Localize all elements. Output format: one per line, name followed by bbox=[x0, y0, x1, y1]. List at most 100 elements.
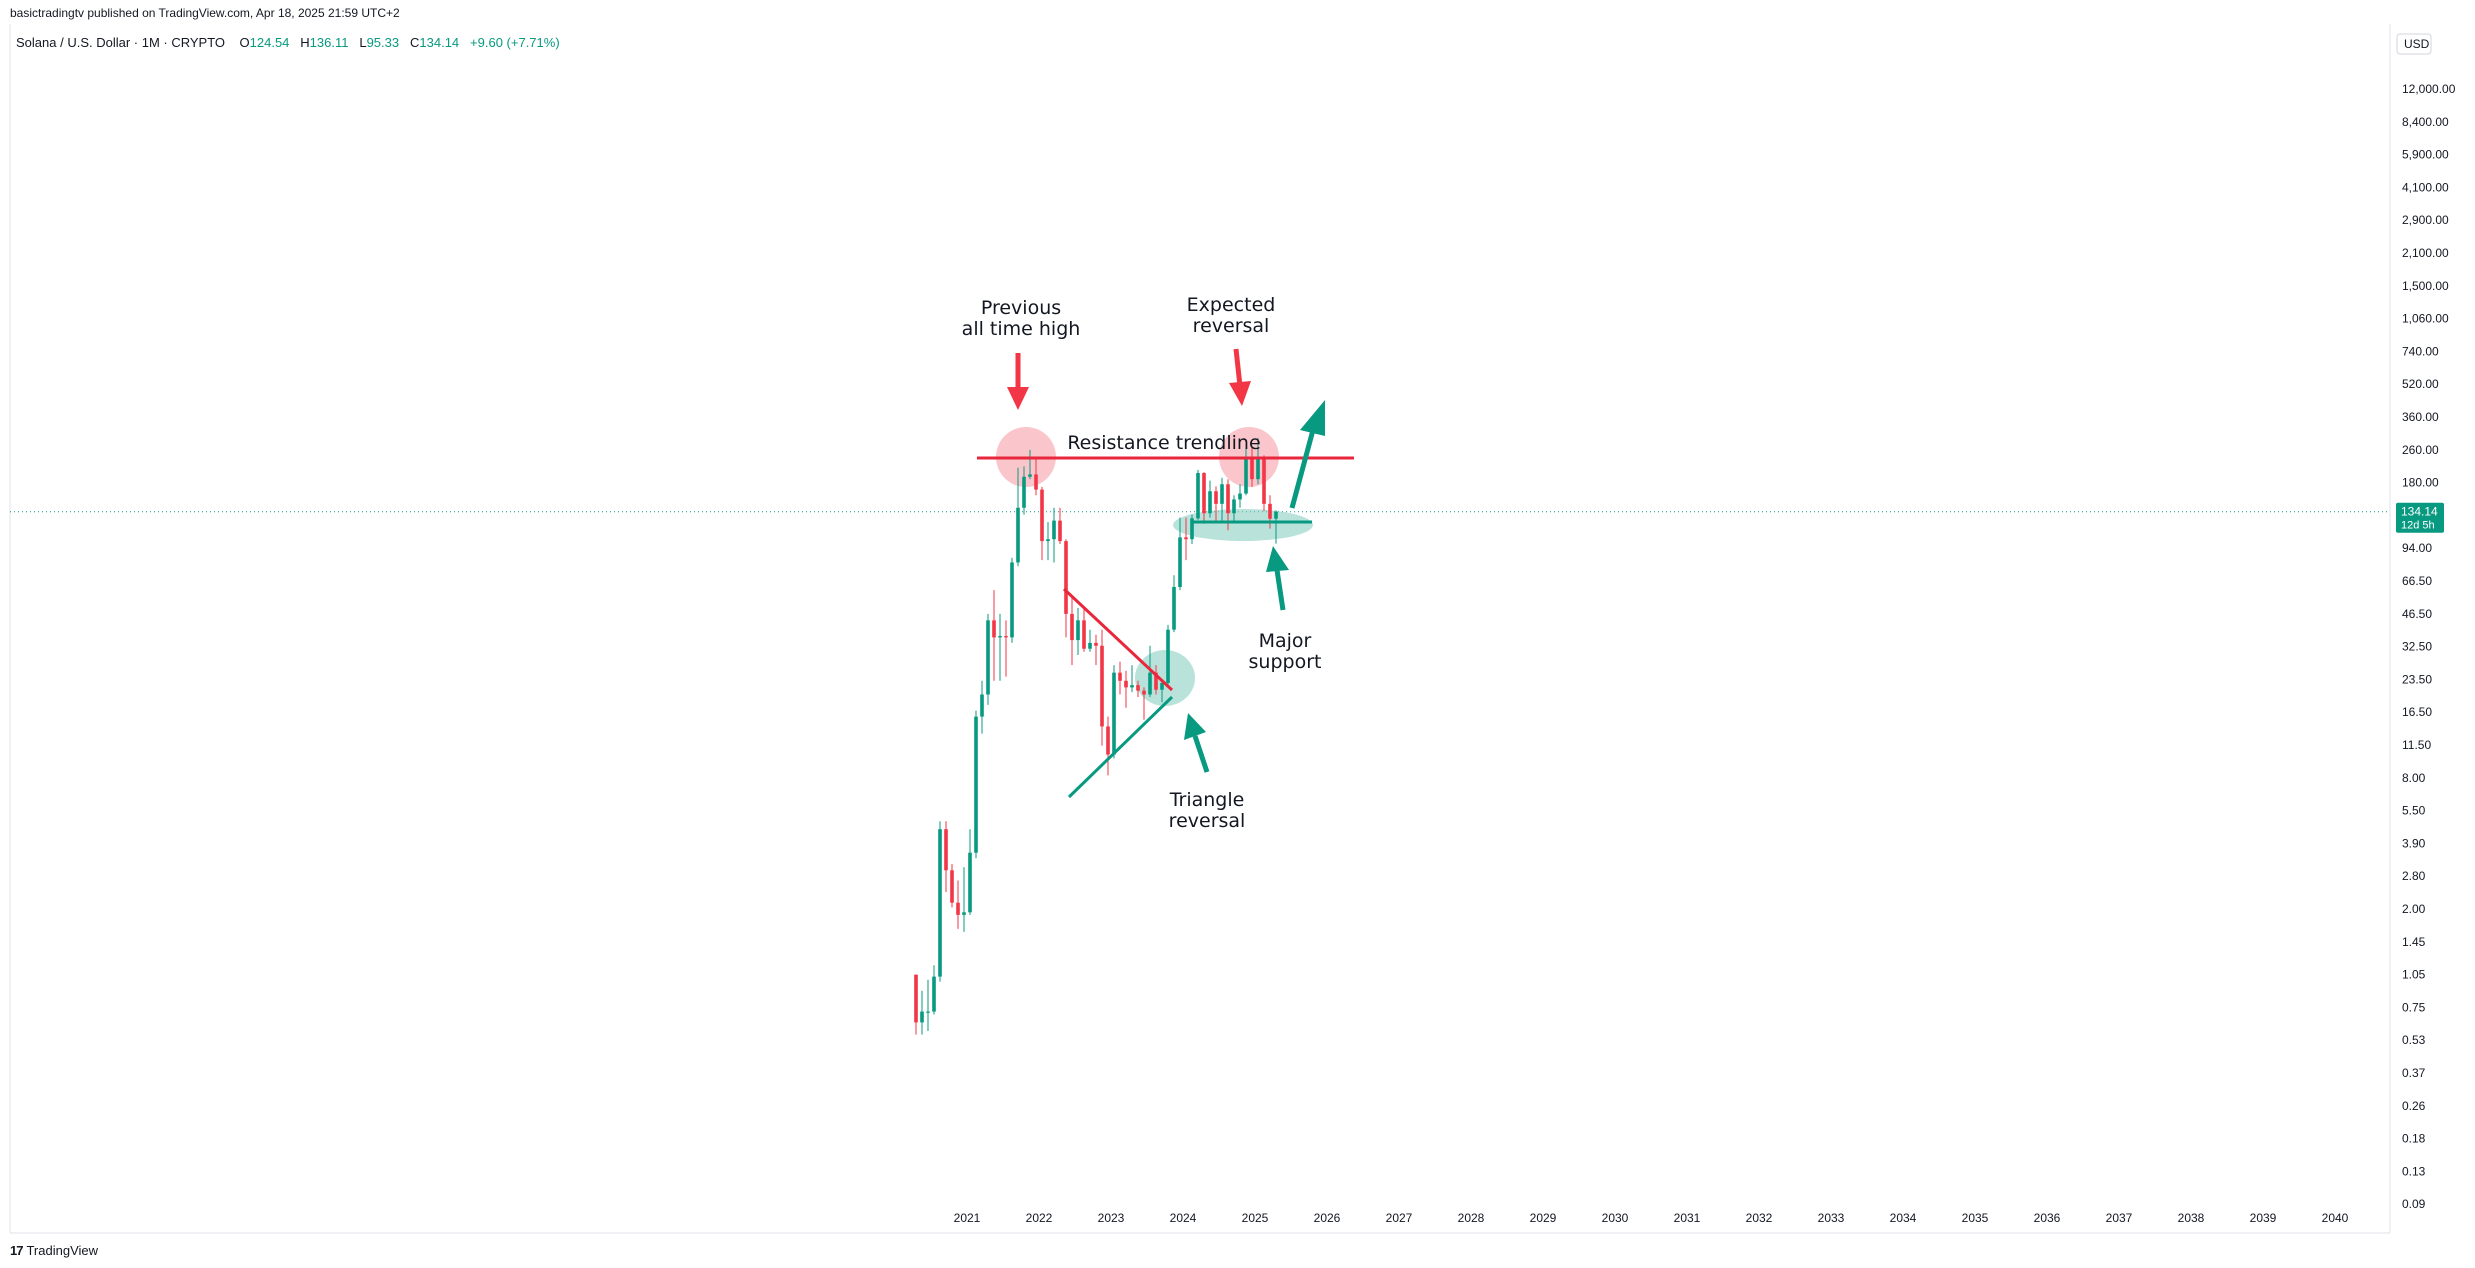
candle[interactable] bbox=[1094, 634, 1098, 666]
candle[interactable] bbox=[1040, 486, 1044, 561]
candle[interactable] bbox=[1100, 629, 1104, 746]
candle[interactable] bbox=[986, 613, 990, 705]
candle[interactable] bbox=[1172, 575, 1176, 633]
candle[interactable] bbox=[1250, 448, 1254, 487]
candle-body bbox=[950, 870, 954, 903]
candle[interactable] bbox=[1154, 665, 1158, 695]
candle[interactable] bbox=[932, 965, 936, 1015]
candle[interactable] bbox=[1010, 557, 1014, 643]
candle[interactable] bbox=[944, 821, 948, 892]
candle-body bbox=[1058, 520, 1062, 542]
tradingview-brand: TradingView bbox=[26, 1243, 99, 1258]
candle[interactable] bbox=[1034, 459, 1038, 496]
symbol-name[interactable]: Solana / U.S. Dollar · 1M · CRYPTO bbox=[16, 35, 226, 50]
candle[interactable] bbox=[1166, 624, 1170, 686]
candle-body bbox=[1064, 541, 1068, 614]
price-tick-label: 12,000.00 bbox=[2402, 82, 2456, 96]
open-value: 124.54 bbox=[249, 35, 290, 50]
time-tick-label: 2021 bbox=[954, 1211, 981, 1225]
candle[interactable] bbox=[914, 974, 918, 1035]
candle-body bbox=[1052, 520, 1056, 540]
candle[interactable] bbox=[1070, 595, 1074, 666]
triangle-lower-line bbox=[1067, 695, 1174, 799]
candle[interactable] bbox=[1274, 510, 1278, 544]
candle[interactable] bbox=[1046, 522, 1050, 561]
time-axis[interactable]: 2021 2022 2023 2024 2025 2026 2027 2028 2029 2030… bbox=[954, 1211, 2349, 1225]
time-tick-label: 2028 bbox=[1458, 1211, 1485, 1225]
currency-label: USD bbox=[2404, 37, 2430, 51]
candles-group[interactable] bbox=[914, 438, 1278, 1035]
time-tick-label: 2035 bbox=[1962, 1211, 1989, 1225]
candle[interactable] bbox=[1118, 661, 1122, 695]
candle[interactable] bbox=[1262, 455, 1266, 512]
candle[interactable] bbox=[998, 613, 1002, 681]
price-tick-label: 5,900.00 bbox=[2402, 148, 2449, 162]
time-tick-label: 2029 bbox=[1530, 1211, 1557, 1225]
candle[interactable] bbox=[1004, 620, 1008, 677]
candle[interactable] bbox=[1196, 469, 1200, 520]
candle[interactable] bbox=[1058, 507, 1062, 545]
price-tick-label: 0.37 bbox=[2402, 1066, 2426, 1080]
time-tick-label: 2022 bbox=[1026, 1211, 1053, 1225]
candle-body bbox=[1262, 459, 1266, 504]
candle[interactable] bbox=[1256, 438, 1260, 485]
last-price-label[interactable]: 134.14 12d 5h bbox=[2396, 502, 2444, 533]
candle[interactable] bbox=[1124, 670, 1128, 708]
candle[interactable] bbox=[992, 590, 996, 681]
candle[interactable] bbox=[1112, 665, 1116, 759]
candle[interactable] bbox=[1220, 477, 1224, 521]
candle[interactable] bbox=[1130, 665, 1134, 693]
price-tick-label: 5.50 bbox=[2402, 804, 2426, 818]
candle-body bbox=[1004, 636, 1008, 638]
close-value: 134.14 bbox=[419, 35, 460, 50]
candle-body bbox=[1076, 620, 1080, 641]
candle[interactable] bbox=[1244, 448, 1248, 496]
candle[interactable] bbox=[1190, 514, 1194, 545]
last-price-value: 134.14 bbox=[2401, 505, 2438, 519]
candle-body bbox=[1136, 685, 1140, 691]
candle[interactable] bbox=[1142, 687, 1146, 720]
ath-label-line1: Previous bbox=[981, 297, 1061, 319]
candle[interactable] bbox=[1184, 517, 1188, 561]
candle-body bbox=[974, 716, 978, 853]
candle[interactable] bbox=[1022, 466, 1026, 515]
candle[interactable] bbox=[950, 864, 954, 908]
candle[interactable] bbox=[938, 821, 942, 982]
price-tick-label: 4,100.00 bbox=[2402, 180, 2449, 194]
candle[interactable] bbox=[1202, 472, 1206, 524]
candle[interactable] bbox=[1238, 484, 1242, 508]
candle[interactable] bbox=[1052, 507, 1056, 563]
price-axis[interactable]: 12,000.00 8,400.00 5,900.00 4,100.00 2,900.0… bbox=[2402, 82, 2456, 1211]
candle[interactable] bbox=[962, 867, 966, 932]
candle-body bbox=[1238, 493, 1242, 500]
currency-box[interactable]: USD bbox=[2396, 33, 2432, 55]
candle[interactable] bbox=[1160, 680, 1164, 703]
candle-body bbox=[1220, 484, 1224, 504]
candle[interactable] bbox=[1016, 467, 1020, 567]
price-tick-label: 32.50 bbox=[2402, 640, 2432, 654]
candle-body bbox=[1274, 511, 1278, 519]
candle[interactable] bbox=[1088, 629, 1092, 652]
candle-body bbox=[938, 829, 942, 977]
candle[interactable] bbox=[1064, 539, 1068, 638]
candle[interactable] bbox=[956, 880, 960, 929]
candle[interactable] bbox=[974, 710, 978, 859]
tradingview-logo[interactable]: 17 TradingView bbox=[10, 1243, 98, 1258]
time-tick-label: 2038 bbox=[2178, 1211, 2205, 1225]
candle[interactable] bbox=[920, 990, 924, 1035]
candle-body bbox=[956, 902, 960, 915]
candle[interactable] bbox=[1208, 480, 1212, 518]
reversal-arrow-icon bbox=[1229, 348, 1251, 406]
candle[interactable] bbox=[1232, 495, 1236, 522]
candle[interactable] bbox=[968, 829, 972, 915]
candle[interactable] bbox=[980, 680, 984, 734]
candle[interactable] bbox=[926, 979, 930, 1031]
candle[interactable] bbox=[1136, 680, 1140, 698]
candle[interactable] bbox=[1082, 607, 1086, 652]
candle[interactable] bbox=[1178, 517, 1182, 591]
candle[interactable] bbox=[1214, 486, 1218, 521]
candle[interactable] bbox=[1028, 449, 1032, 480]
candle[interactable] bbox=[1076, 607, 1080, 655]
candle[interactable] bbox=[1106, 716, 1110, 776]
